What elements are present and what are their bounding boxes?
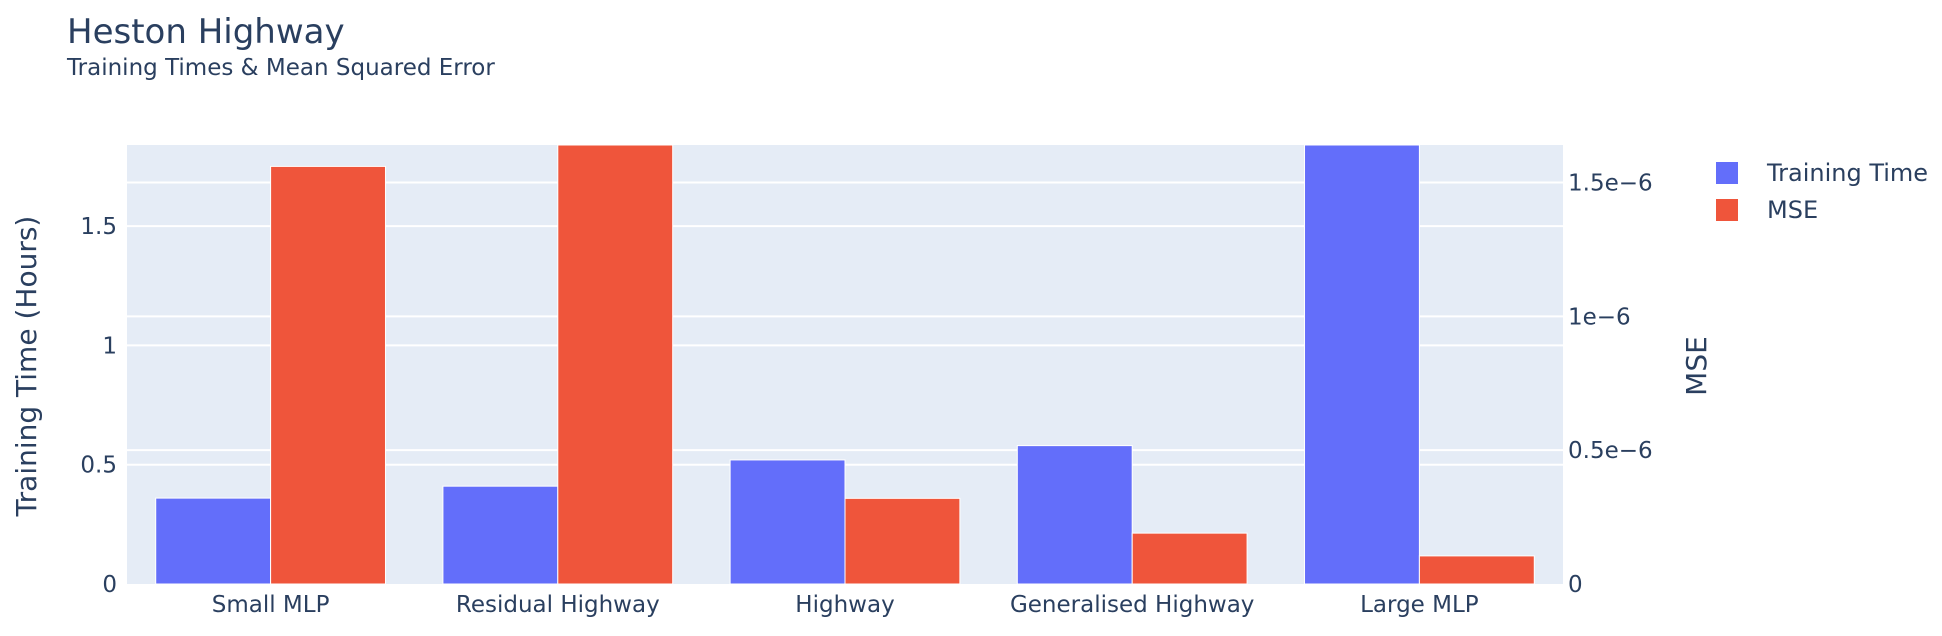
legend-swatch — [1716, 199, 1738, 221]
bar-mse — [844, 497, 961, 585]
bar-mse — [1418, 555, 1535, 585]
legend-swatch — [1716, 162, 1738, 184]
y2-axis-title: MSE — [1680, 336, 1713, 396]
y2-tick-label: 0 — [1568, 572, 1583, 598]
bar-training-time — [1016, 445, 1133, 585]
y-tick-label: 1.5 — [80, 214, 117, 240]
y2-tick-label: 0.5e−6 — [1568, 438, 1653, 464]
y2-tick-label: 1e−6 — [1568, 304, 1631, 330]
chart-subtitle: Training Times & Mean Squared Error — [66, 55, 495, 81]
x-tick-label: Generalised Highway — [1010, 592, 1254, 618]
y2-tick-label: 1.5e−6 — [1568, 170, 1653, 196]
legend-label: Training Time — [1766, 159, 1928, 187]
x-tick-label: Residual Highway — [456, 592, 660, 618]
y-tick-label: 1 — [102, 333, 117, 359]
bar-mse — [1131, 532, 1248, 585]
bar-mse — [270, 165, 386, 585]
y-tick-label: 0.5 — [80, 453, 117, 479]
bars — [155, 144, 1535, 585]
y-tick-label: 0 — [102, 572, 117, 598]
bar-training-time — [155, 497, 272, 585]
bar-training-time — [729, 459, 846, 585]
bar-training-time — [442, 485, 559, 585]
bar-training-time — [1304, 144, 1420, 585]
bar-mse — [557, 144, 674, 585]
x-tick-label: Highway — [795, 592, 894, 618]
legend-label: MSE — [1767, 196, 1818, 224]
y-tick-labels: 0 0.5 1 1.5 — [80, 214, 117, 598]
x-tick-label: Large MLP — [1360, 592, 1479, 618]
chart-title: Heston Highway — [67, 12, 345, 52]
x-tick-label: Small MLP — [212, 592, 330, 618]
x-tick-labels: Small MLP Residual Highway Highway Generali… — [212, 592, 1479, 618]
legend: Training Time MSE — [1716, 159, 1928, 224]
y2-tick-labels: 0 0.5e−6 1e−6 1.5e−6 — [1568, 170, 1653, 598]
y-axis-title: Training Time (Hours) — [10, 216, 43, 518]
